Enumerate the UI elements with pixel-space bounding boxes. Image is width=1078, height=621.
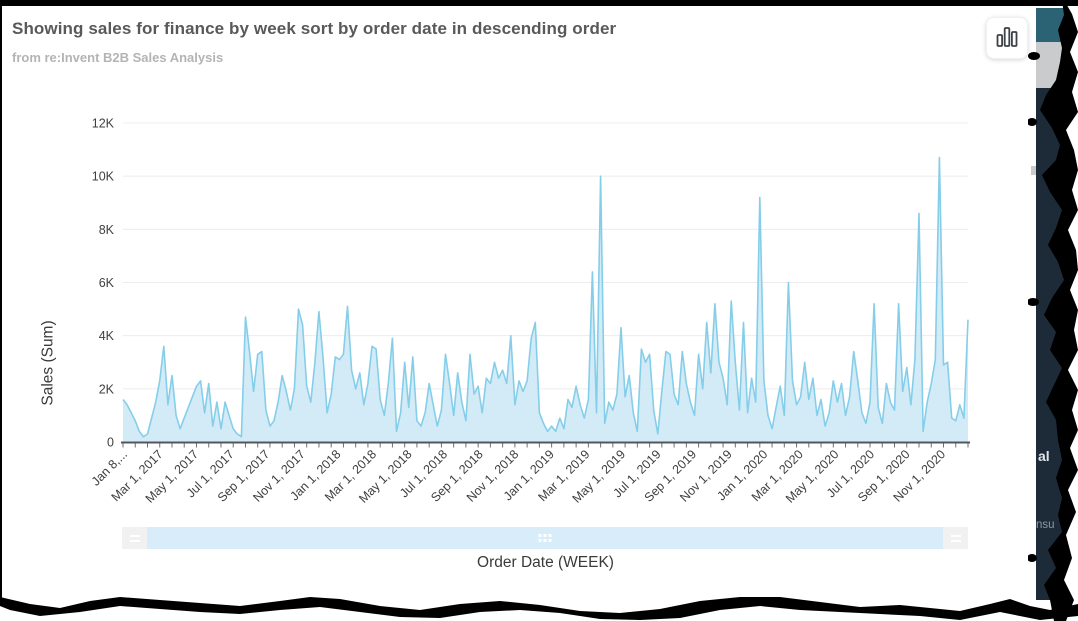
y-axis-title: Sales (Sum) bbox=[39, 320, 57, 406]
scrollbar-track[interactable] bbox=[147, 527, 943, 549]
torn-fragment-text-2: nsu bbox=[1036, 519, 1055, 531]
scrollbar-right-drag-handle-icon[interactable] bbox=[943, 527, 968, 549]
svg-text:0: 0 bbox=[107, 436, 114, 450]
torn-edge-right: al nsu bbox=[1028, 0, 1078, 621]
y-axis-labels: 0 2K 4K 6K 8K 10K 12K bbox=[92, 117, 115, 450]
page-subtitle: from re:Invent B2B Sales Analysis bbox=[12, 50, 224, 65]
svg-text:12K: 12K bbox=[92, 117, 115, 131]
grip-dots-icon[interactable] bbox=[538, 534, 552, 542]
visual-card: Showing sales for finance by week sort b… bbox=[2, 6, 1035, 596]
x-axis bbox=[121, 441, 970, 448]
area-series[interactable] bbox=[122, 156, 969, 442]
svg-text:4K: 4K bbox=[99, 329, 115, 343]
svg-text:10K: 10K bbox=[92, 170, 115, 184]
bar-chart-icon bbox=[994, 24, 1020, 53]
scrollbar-left-drag-handle-icon[interactable] bbox=[122, 527, 147, 549]
torn-edge-left bbox=[0, 0, 2, 600]
svg-text:8K: 8K bbox=[99, 223, 115, 237]
svg-text:2K: 2K bbox=[99, 382, 115, 396]
page-title: Showing sales for finance by week sort b… bbox=[12, 19, 617, 38]
torn-edge-top bbox=[0, 0, 1078, 6]
x-axis-title: Order Date (WEEK) bbox=[477, 554, 614, 571]
chart-type-button[interactable] bbox=[986, 17, 1028, 59]
gridlines bbox=[123, 122, 968, 390]
svg-text:6K: 6K bbox=[99, 276, 115, 290]
torn-fragment-text: al bbox=[1038, 448, 1050, 464]
x-range-scrollbar bbox=[122, 527, 968, 549]
